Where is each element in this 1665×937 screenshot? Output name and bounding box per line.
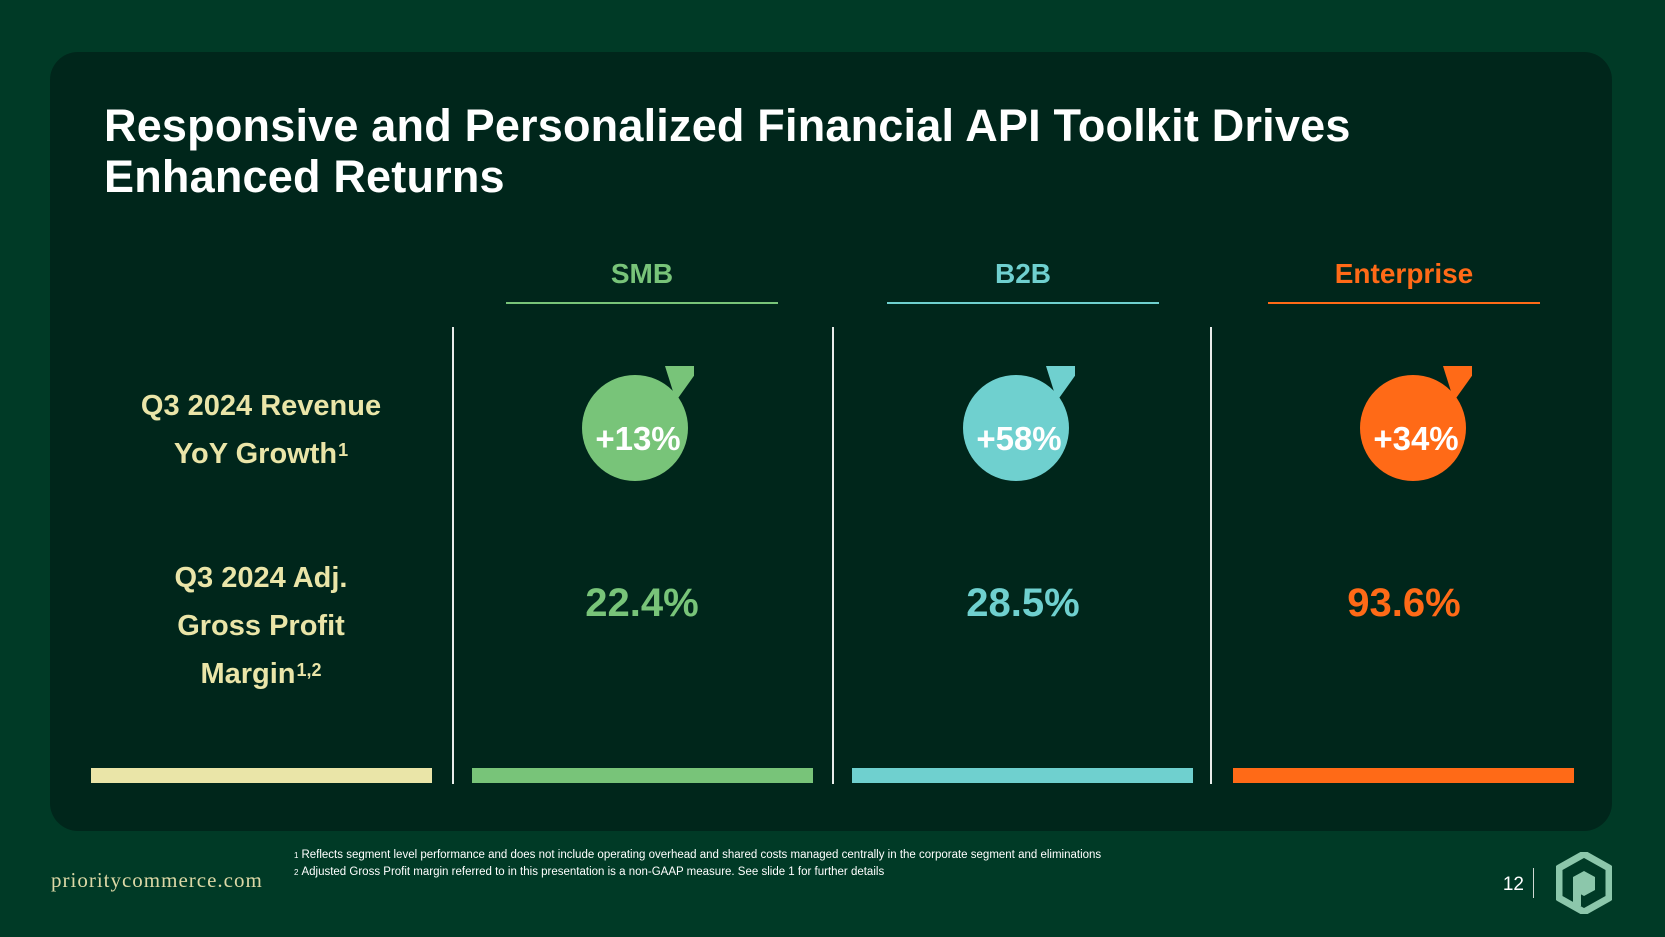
footnote-ref: 1	[338, 440, 349, 460]
footnote-marker: 1	[294, 851, 299, 860]
row-label-margin-line-2: Gross Profit	[177, 610, 345, 642]
growth-arrow-circle-icon	[582, 366, 694, 481]
growth-badge-enterprise: +34%	[1360, 360, 1472, 490]
page-number: 12	[1502, 874, 1524, 895]
row-label-revenue-growth: Q3 2024 Revenue YoY Growth1	[96, 382, 426, 478]
row-label-gross-margin: Q3 2024 Adj. Gross Profit Margin1,2	[96, 554, 426, 698]
footnote-1-text: Reflects segment level performance and d…	[301, 849, 1102, 861]
growth-arrow-circle-icon	[1360, 366, 1472, 481]
label-column-bar	[91, 768, 432, 783]
column-divider	[452, 327, 454, 784]
footnote-ref: 1,2	[296, 660, 322, 680]
row-label-margin-line-3: Margin	[200, 658, 296, 690]
segment-underline-b2b	[887, 302, 1159, 304]
row-label-revenue-line-2: YoY Growth	[173, 438, 338, 470]
slide-title-line-2: Enhanced Returns	[104, 151, 505, 202]
slide-title: Responsive and Personalized Financial AP…	[104, 100, 1351, 202]
margin-value-b2b: 28.5%	[966, 581, 1080, 625]
footnote-marker: 2	[294, 868, 299, 877]
footnote-2: 2 Adjusted Gross Profit margin referred t…	[294, 864, 1101, 881]
priority-hexagon-logo-icon	[1555, 850, 1613, 919]
margin-value-smb: 22.4%	[585, 581, 699, 625]
growth-badge-smb: +13%	[582, 360, 694, 490]
row-label-revenue-line-1: Q3 2024 Revenue	[140, 390, 382, 422]
segment-bar-smb	[472, 768, 813, 783]
segment-header-b2b: B2B	[994, 258, 1051, 289]
growth-value-b2b: +58%	[976, 420, 1062, 457]
segment-underline-smb	[506, 302, 778, 304]
segment-bar-enterprise	[1233, 768, 1574, 783]
content-panel	[50, 52, 1612, 831]
footnote-2-text: Adjusted Gross Profit margin referred to…	[301, 866, 885, 878]
growth-arrow-circle-icon	[963, 366, 1075, 481]
column-divider	[1210, 327, 1212, 784]
column-divider	[832, 327, 834, 784]
segment-header-enterprise: Enterprise	[1334, 258, 1474, 289]
footnote-1: 1 Reflects segment level performance and …	[294, 847, 1101, 864]
growth-value-smb: +13%	[595, 420, 681, 457]
segment-underline-enterprise	[1268, 302, 1540, 304]
row-label-margin-line-1: Q3 2024 Adj.	[174, 562, 348, 594]
footer-divider	[1533, 868, 1534, 898]
margin-value-enterprise: 93.6%	[1347, 581, 1461, 625]
slide-title-line-1: Responsive and Personalized Financial AP…	[104, 100, 1351, 151]
segment-bar-b2b	[852, 768, 1193, 783]
growth-value-enterprise: +34%	[1373, 420, 1459, 457]
footnotes: 1 Reflects segment level performance and …	[294, 847, 1101, 881]
segment-header-smb: SMB	[610, 258, 674, 289]
website-link[interactable]: prioritycommerce.com	[51, 868, 263, 892]
growth-badge-b2b: +58%	[963, 360, 1075, 490]
